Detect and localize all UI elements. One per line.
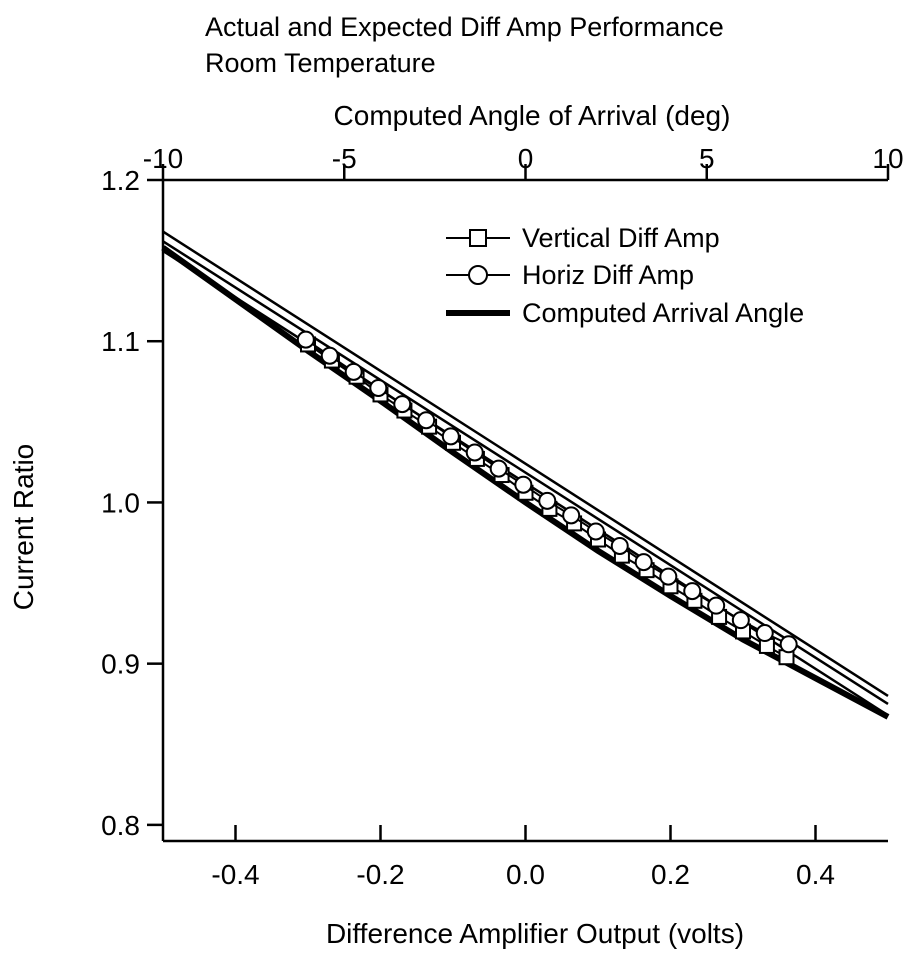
point-horiz <box>320 346 339 365</box>
legend-label-horiz: Horiz Diff Amp <box>522 260 694 290</box>
legend-label-vertical: Vertical Diff Amp <box>522 223 720 253</box>
top-axis-label: Computed Angle of Arrival (deg) <box>334 100 731 131</box>
point-horiz <box>659 567 678 586</box>
chart-subtitle: Room Temperature <box>205 48 436 78</box>
point-horiz <box>683 582 702 601</box>
point-horiz <box>369 378 388 397</box>
y-tick-label: 0.8 <box>101 810 140 841</box>
top-axis-tick-label: 0 <box>518 143 534 174</box>
legend-label-computed: Computed Arrival Angle <box>522 298 804 328</box>
point-horiz <box>393 395 412 414</box>
y-axis-label: Current Ratio <box>8 444 39 611</box>
legend-item-computed: Computed Arrival Angle <box>446 298 804 328</box>
point-horiz <box>731 611 750 630</box>
point-horiz <box>779 635 798 654</box>
y-tick-label: 1.2 <box>101 165 140 196</box>
legend-square-icon <box>469 229 487 247</box>
x-tick-label: 0.2 <box>651 859 690 890</box>
x-tick-label: -0.2 <box>356 859 404 890</box>
top-axis-ticks: -10 -5 0 5 10 <box>143 143 904 180</box>
point-horiz <box>755 624 774 643</box>
top-axis-tick-label: 10 <box>872 143 903 174</box>
fit-line-1 <box>162 230 889 697</box>
point-horiz <box>489 459 508 478</box>
point-horiz <box>538 491 557 510</box>
chart-title: Actual and Expected Diff Amp Performance <box>205 12 724 42</box>
legend: Vertical Diff Amp Horiz Diff Amp Compute… <box>446 223 804 328</box>
top-axis-tick-label: 5 <box>699 143 715 174</box>
x-axis-ticks: -0.4 -0.2 0.0 0.2 0.4 <box>211 825 835 890</box>
legend-circle-icon <box>468 265 488 285</box>
y-tick-label: 1.0 <box>101 487 140 518</box>
point-horiz <box>707 596 726 615</box>
point-horiz <box>441 427 460 446</box>
point-horiz <box>562 506 581 525</box>
legend-item-horiz: Horiz Diff Amp <box>446 260 694 290</box>
y-tick-label: 0.9 <box>101 649 140 680</box>
x-tick-label: 0.4 <box>796 859 835 890</box>
point-horiz <box>610 536 629 555</box>
x-axis-label: Difference Amplifier Output (volts) <box>326 918 744 949</box>
point-horiz <box>586 522 605 541</box>
top-axis-tick-label: -10 <box>143 143 183 174</box>
y-axis-ticks: 0.8 0.9 1.0 1.1 1.2 <box>101 165 163 841</box>
y-tick-label: 1.1 <box>101 326 140 357</box>
point-horiz <box>514 475 533 494</box>
point-horiz <box>417 411 436 430</box>
point-horiz <box>634 553 653 572</box>
x-tick-label: 0.0 <box>506 859 545 890</box>
top-axis-tick-label: -5 <box>332 143 357 174</box>
point-horiz <box>465 443 484 462</box>
point-horiz <box>296 330 315 349</box>
series-layer <box>161 245 890 720</box>
x-tick-label: -0.4 <box>211 859 259 890</box>
point-horiz <box>344 362 363 381</box>
legend-item-vertical: Vertical Diff Amp <box>446 223 720 253</box>
